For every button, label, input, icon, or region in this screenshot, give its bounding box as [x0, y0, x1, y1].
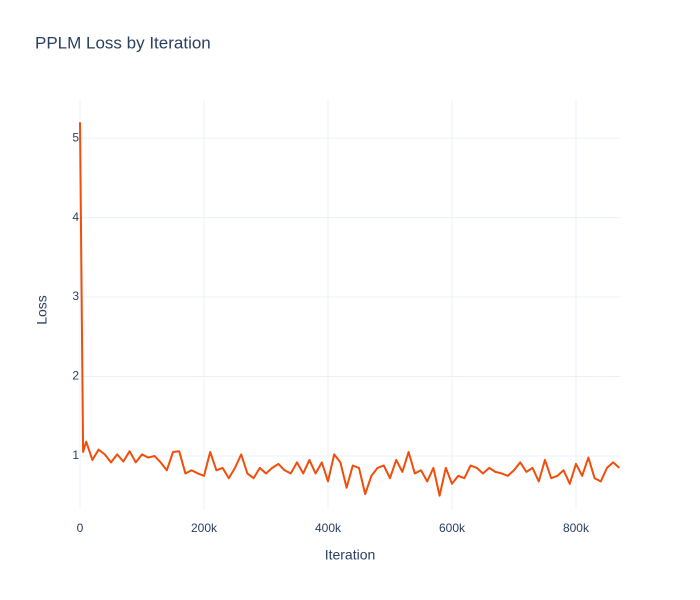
x-tick-label: 400k — [315, 521, 342, 535]
y-tick-label: 5 — [72, 130, 79, 144]
y-axis-title: Loss — [34, 295, 50, 325]
chart-title: PPLM Loss by Iteration — [35, 33, 211, 52]
y-tick-label: 3 — [72, 289, 79, 303]
x-tick-label: 0 — [77, 521, 84, 535]
x-tick-label: 600k — [439, 521, 466, 535]
x-axis-title: Iteration — [325, 547, 376, 563]
y-tick-label: 2 — [72, 369, 79, 383]
y-tick-label: 1 — [72, 448, 79, 462]
line-series — [79, 122, 621, 497]
x-tick-label: 200k — [191, 521, 218, 535]
x-tick-label: 800k — [563, 521, 590, 535]
y-tick-label: 4 — [72, 210, 79, 224]
